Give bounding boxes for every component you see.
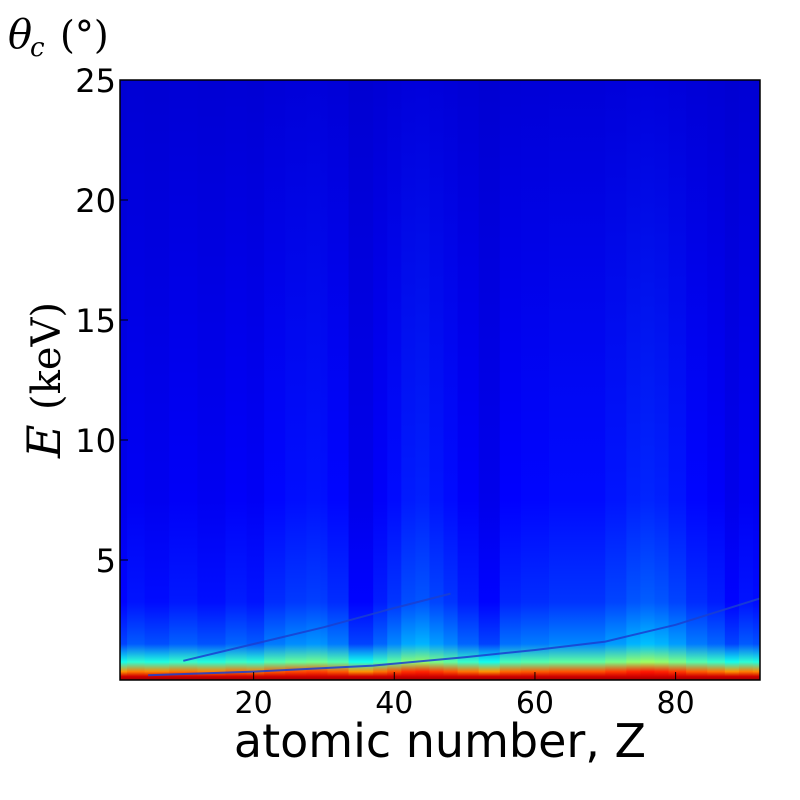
- heatmap-cells: [120, 80, 760, 680]
- title-subscript: c: [30, 33, 45, 63]
- heatmap-column: [520, 80, 550, 680]
- y-axis-label-unit: (keV): [24, 302, 70, 410]
- heatmap-column: [626, 80, 642, 680]
- heatmap-column: [738, 80, 754, 680]
- heatmap-column: [724, 80, 740, 680]
- heatmap-column: [499, 80, 522, 680]
- y-axis-ticks: 5 10 15 20 25: [75, 62, 128, 580]
- heatmap-column: [120, 80, 128, 680]
- x-tick-label: 80: [657, 686, 695, 721]
- title-symbol: θ: [8, 12, 32, 58]
- x-axis-ticks: 20 40 60 80: [235, 672, 695, 721]
- heatmap-column: [169, 80, 198, 680]
- chart-title: θ c (°): [8, 12, 109, 63]
- heatmap-column: [640, 80, 656, 680]
- heatmap-column: [225, 80, 248, 680]
- heatmap-column: [387, 80, 402, 680]
- heatmap-column: [549, 80, 578, 680]
- heatmap-column: [327, 80, 350, 680]
- heatmap-column: [429, 80, 445, 680]
- y-tick-label: 15: [75, 302, 116, 340]
- heatmap-column: [401, 80, 416, 680]
- plot-frame: [119, 79, 761, 681]
- heatmap-column: [577, 80, 606, 680]
- y-axis-label-symbol: E: [17, 424, 71, 459]
- heatmap-column: [246, 80, 265, 680]
- heatmap-column: [752, 80, 760, 680]
- x-tick-label: 40: [375, 686, 413, 721]
- heatmap-column: [457, 80, 480, 680]
- title-unit: (°): [60, 13, 109, 57]
- heatmap-column: [654, 80, 670, 680]
- y-tick-label: 20: [75, 182, 116, 220]
- heatmap-column: [320, 80, 329, 680]
- heatmap-column: [415, 80, 431, 680]
- heatmap-column: [707, 80, 726, 680]
- heatmap-column: [478, 80, 501, 680]
- heatmap-column: [144, 80, 170, 680]
- heatmap-column: [348, 80, 374, 680]
- heatmap-column: [668, 80, 687, 680]
- heatmap-column: [373, 80, 388, 680]
- y-axis-label: E (keV): [17, 302, 71, 459]
- heatmap-column: [127, 80, 146, 680]
- x-tick-label: 60: [516, 686, 554, 721]
- heatmap-column: [285, 80, 307, 680]
- y-tick-label: 25: [75, 62, 116, 100]
- heatmap-column: [605, 80, 627, 680]
- y-tick-label: 5: [96, 542, 116, 580]
- heatmap-column: [686, 80, 708, 680]
- absorption-edge-lines: [148, 592, 760, 677]
- y-tick-label: 10: [75, 422, 116, 460]
- heatmap-column: [264, 80, 286, 680]
- heatmap-column: [306, 80, 322, 680]
- edge-line: [183, 592, 451, 662]
- x-tick-label: 20: [235, 686, 273, 721]
- heatmap-column: [197, 80, 227, 680]
- heatmap-column: [443, 80, 459, 680]
- x-axis-label: atomic number, Z: [234, 714, 646, 768]
- edge-line: [148, 597, 760, 677]
